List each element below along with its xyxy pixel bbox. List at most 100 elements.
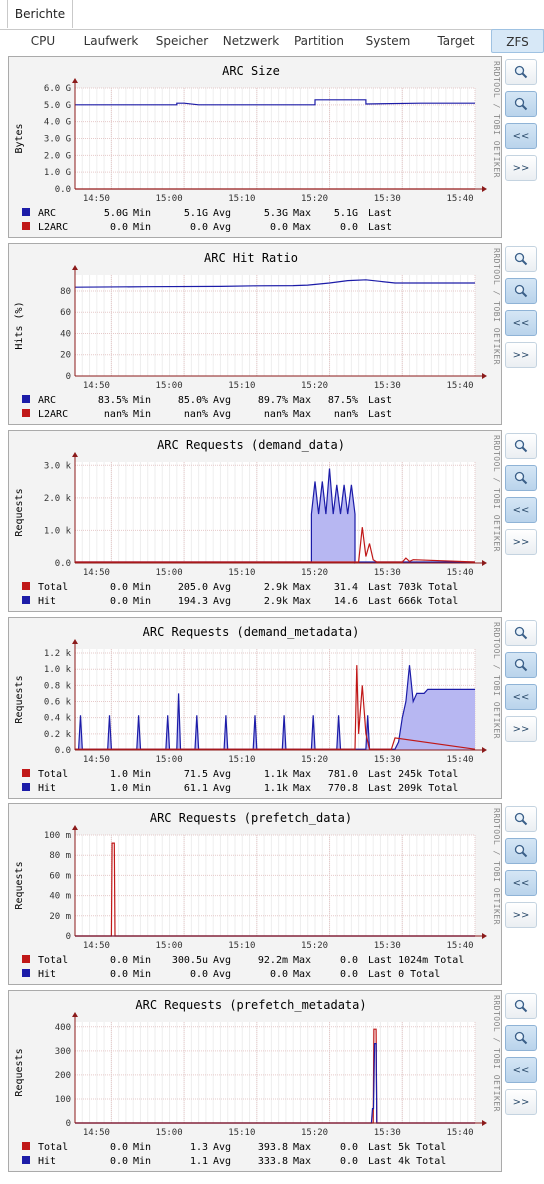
- next-button[interactable]: >>: [505, 902, 537, 928]
- previous-button[interactable]: <<: [505, 123, 537, 149]
- y-axis-label: Requests: [14, 488, 25, 536]
- previous-button[interactable]: <<: [505, 497, 537, 523]
- legend-min-label: Min: [133, 1156, 151, 1167]
- subnav-speicher[interactable]: Speicher: [155, 34, 209, 48]
- legend-tail: Last: [368, 395, 392, 406]
- x-tick-label: 15:10: [228, 381, 255, 391]
- subnav-partition[interactable]: Partition: [293, 34, 344, 48]
- x-tick-label: 15:00: [156, 1128, 183, 1138]
- legend-tail: Last 666k Total: [368, 596, 458, 607]
- zoom-in-button[interactable]: +: [505, 806, 537, 832]
- x-tick-label: 15:00: [156, 381, 183, 391]
- subnav-laufwerk[interactable]: Laufwerk: [83, 34, 139, 48]
- legend-max: 0.0: [340, 1142, 358, 1153]
- next-button[interactable]: >>: [505, 716, 537, 742]
- series-line-total: [75, 527, 476, 563]
- zoom-out-button[interactable]: -: [505, 278, 537, 304]
- zoom-out-button[interactable]: -: [505, 652, 537, 678]
- y-tick-label: 200: [55, 1071, 71, 1081]
- previous-button[interactable]: <<: [505, 1057, 537, 1083]
- legend-tail: Last 245k Total: [368, 769, 458, 780]
- legend-min-label: Min: [133, 783, 151, 794]
- legend-avg-label: Avg: [213, 222, 231, 233]
- y-axis-label: Requests: [14, 861, 25, 909]
- graph-panel: ARC Requests (demand_data) 0.0 1.0 k 2.0 k 3…: [8, 430, 502, 612]
- y-tick-label: 6.0 G: [44, 84, 71, 94]
- double-chevron-right-icon: >>: [512, 163, 530, 174]
- legend-tail: Last 703k Total: [368, 582, 458, 593]
- zoom-out-button[interactable]: -: [505, 838, 537, 864]
- x-tick-label: 15:00: [156, 568, 183, 578]
- y-axis-label: Requests: [14, 1048, 25, 1096]
- legend-swatch: [22, 783, 30, 791]
- y-axis-arrow: [72, 452, 78, 457]
- zoom-in-button[interactable]: +: [505, 993, 537, 1019]
- zoom-in-icon: [514, 626, 528, 640]
- y-tick-label: 0.8 k: [44, 681, 72, 691]
- zoom-out-button[interactable]: -: [505, 465, 537, 491]
- legend-name: Total: [38, 1142, 68, 1153]
- subnav-cpu[interactable]: CPU: [30, 34, 56, 48]
- legend-tail: Last 1024m Total: [368, 955, 464, 966]
- y-tick-label: 1.2 k: [44, 649, 72, 659]
- legend-swatch: [22, 222, 30, 230]
- previous-button[interactable]: <<: [505, 684, 537, 710]
- double-chevron-left-icon: <<: [512, 1065, 530, 1076]
- zoom-out-icon: [514, 471, 528, 485]
- legend-avg-label: Avg: [213, 409, 231, 420]
- legend-min: 0.0: [190, 969, 208, 980]
- subnav-zfs[interactable]: ZFS: [491, 29, 544, 53]
- x-tick-label: 14:50: [83, 568, 110, 578]
- x-tick-label: 15:30: [374, 1128, 401, 1138]
- next-button[interactable]: >>: [505, 342, 537, 368]
- rrd-graph: ARC Size 0.0 1.0 G 2.0 G 3.0 G 4.0 G 5.0 G 6.0 …: [14, 64, 487, 233]
- subnav-system[interactable]: System: [365, 34, 411, 48]
- legend-min: 85.0%: [178, 395, 208, 406]
- legend-avg-label: Avg: [213, 1142, 231, 1153]
- legend-name: L2ARC: [38, 409, 68, 420]
- subnav-netzwerk[interactable]: Netzwerk: [222, 34, 280, 48]
- zoom-out-button[interactable]: -: [505, 1025, 537, 1051]
- legend-avg-label: Avg: [213, 969, 231, 980]
- legend-min-label: Min: [133, 596, 151, 607]
- zoom-out-button[interactable]: -: [505, 91, 537, 117]
- x-tick-label: 15:10: [228, 1128, 255, 1138]
- x-tick-label: 15:20: [301, 194, 328, 204]
- legend-avg-label: Avg: [213, 1156, 231, 1167]
- legend-avg: 1.1k: [264, 783, 288, 794]
- x-tick-label: 14:50: [83, 941, 110, 951]
- legend-avg-label: Avg: [213, 769, 231, 780]
- legend-avg-label: Avg: [213, 395, 231, 406]
- y-tick-label: 0.4 k: [44, 714, 72, 724]
- y-axis-arrow: [72, 265, 78, 270]
- legend-avg: 2.9k: [264, 582, 288, 593]
- legend-current: 0.0: [110, 1156, 128, 1167]
- legend-min: 0.0: [190, 222, 208, 233]
- legend-max-label: Max: [293, 409, 311, 420]
- legend-swatch: [22, 596, 30, 604]
- legend-current: 1.0: [110, 783, 128, 794]
- previous-button[interactable]: <<: [505, 870, 537, 896]
- legend-max-label: Max: [293, 783, 311, 794]
- previous-button[interactable]: <<: [505, 310, 537, 336]
- x-tick-label: 15:20: [301, 1128, 328, 1138]
- next-button[interactable]: >>: [505, 155, 537, 181]
- next-button[interactable]: >>: [505, 529, 537, 555]
- legend-avg: 5.3G: [264, 208, 288, 219]
- subnav-target[interactable]: Target: [437, 34, 475, 48]
- y-tick-label: 20: [60, 351, 71, 361]
- next-button[interactable]: >>: [505, 1089, 537, 1115]
- zoom-in-button[interactable]: +: [505, 246, 537, 272]
- x-tick-label: 15:20: [301, 755, 328, 765]
- double-chevron-right-icon: >>: [512, 350, 530, 361]
- rrdtool-watermark: RRDTOOL / TOBI OETIKER: [492, 995, 501, 1112]
- rrdtool-watermark: RRDTOOL / TOBI OETIKER: [492, 248, 501, 365]
- zoom-in-button[interactable]: +: [505, 59, 537, 85]
- chart-title: ARC Requests (demand_metadata): [143, 625, 360, 639]
- legend-max: nan%: [334, 409, 358, 420]
- zoom-in-button[interactable]: +: [505, 433, 537, 459]
- tab-berichte[interactable]: Berichte: [7, 0, 73, 28]
- legend-min: 205.0: [178, 582, 208, 593]
- y-tick-label: 0: [66, 932, 71, 942]
- zoom-in-button[interactable]: +: [505, 620, 537, 646]
